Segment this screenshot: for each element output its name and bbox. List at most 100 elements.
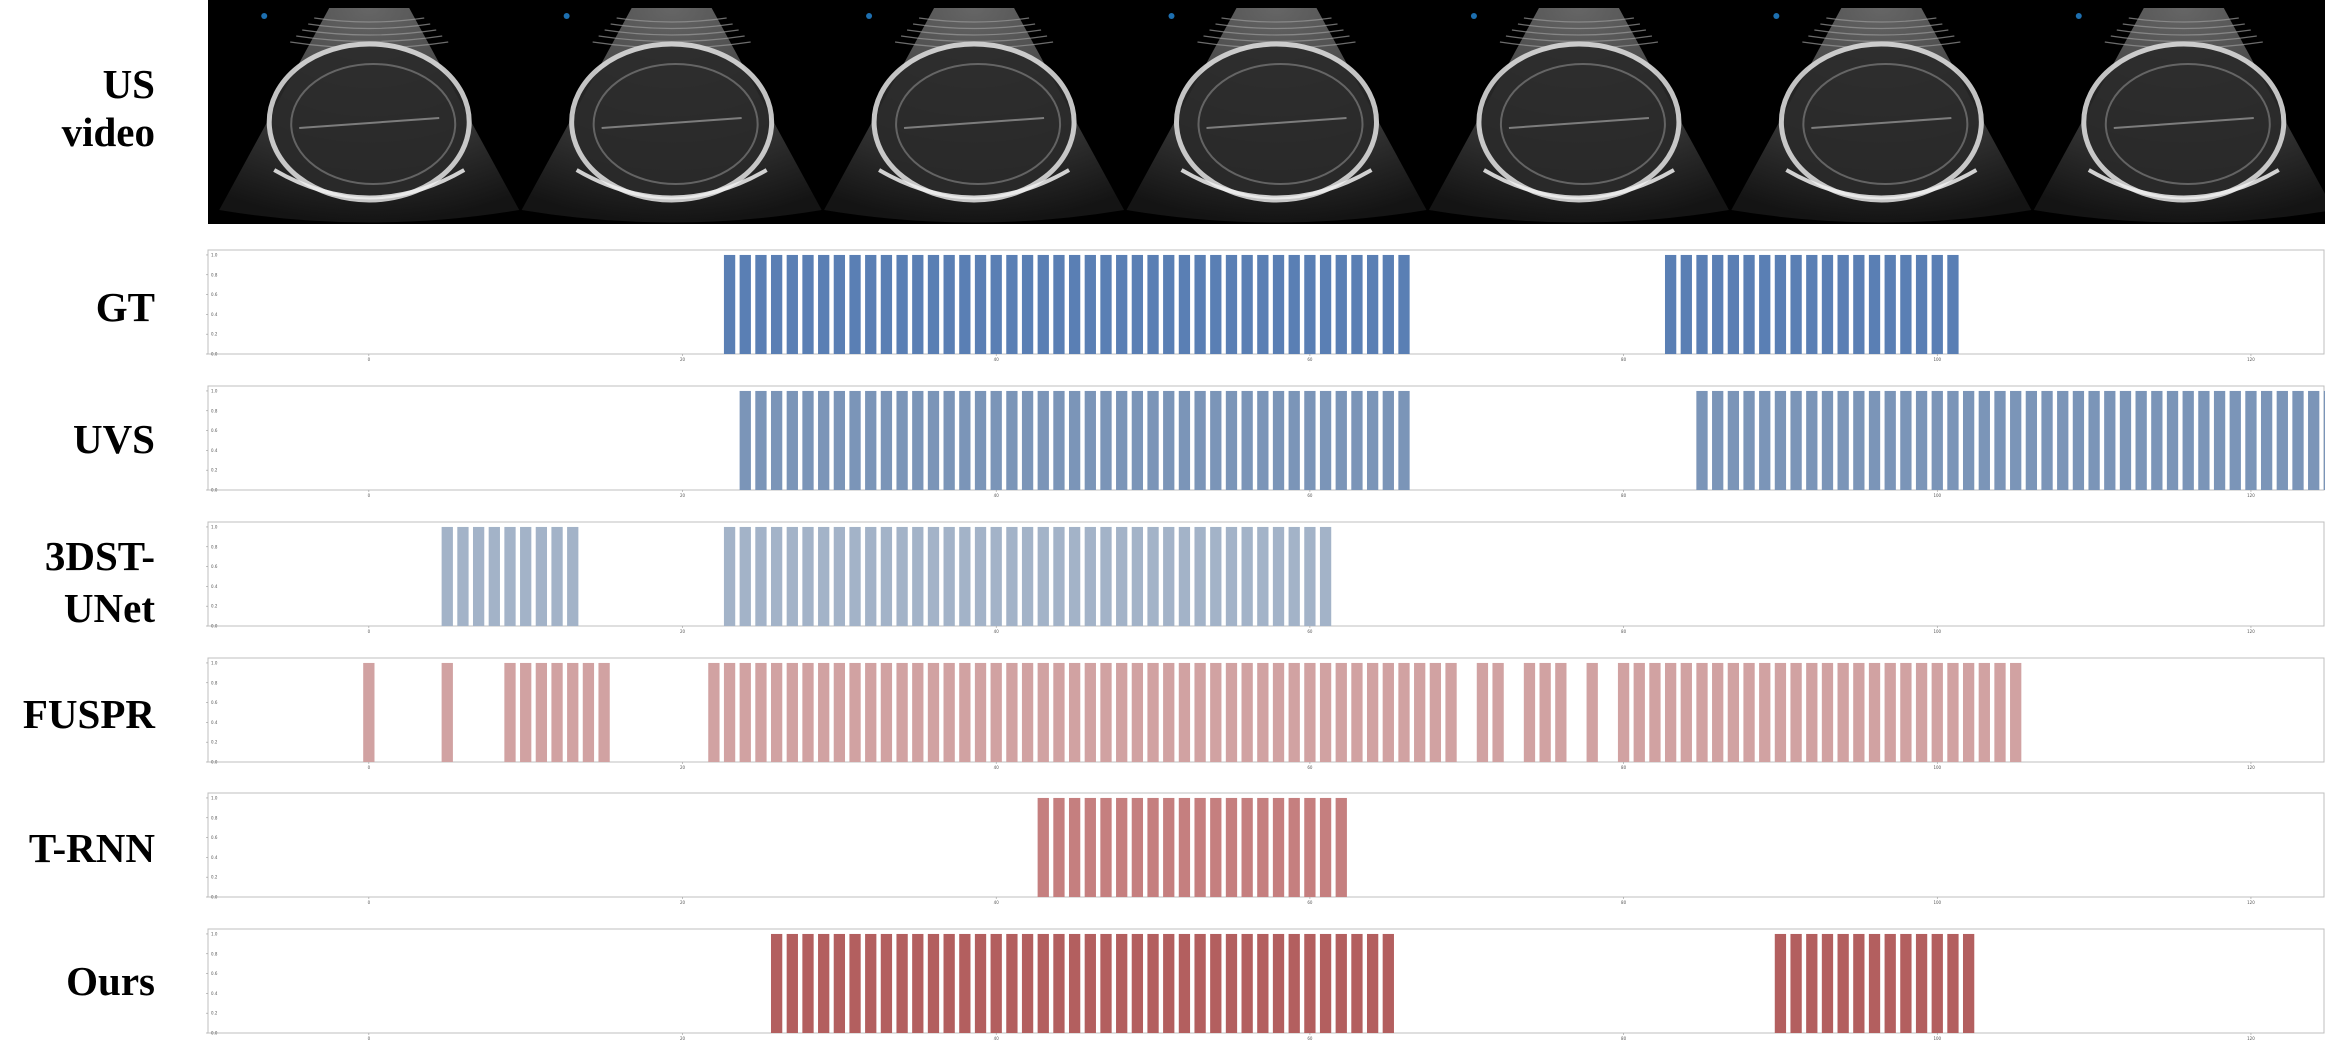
bar xyxy=(1319,662,1332,762)
bar xyxy=(1759,662,1771,762)
x-tick-label: 20 xyxy=(680,493,686,498)
bar xyxy=(833,254,846,354)
x-tick-label: 40 xyxy=(994,629,1000,634)
bar xyxy=(1194,797,1206,897)
bar xyxy=(1492,662,1504,762)
bar xyxy=(1994,662,2006,762)
bar xyxy=(865,526,877,626)
ultrasound-frame xyxy=(824,8,1125,223)
bar xyxy=(912,933,924,1033)
bar xyxy=(1774,254,1787,354)
bar xyxy=(849,662,861,762)
bar xyxy=(582,662,595,762)
bar xyxy=(927,526,940,626)
bar xyxy=(1853,390,1865,490)
bar xyxy=(1163,662,1175,762)
y-tick-label: 0.8 xyxy=(211,951,218,956)
bar xyxy=(1194,662,1206,762)
x-tick-label: 120 xyxy=(2247,900,2255,905)
bar xyxy=(1947,254,1959,354)
bar xyxy=(1100,390,1112,490)
bar xyxy=(1084,254,1096,354)
bar xyxy=(943,662,955,762)
bar xyxy=(2057,390,2069,490)
bar xyxy=(1100,254,1112,354)
bar xyxy=(1053,933,1065,1033)
bar xyxy=(1414,662,1426,762)
bar xyxy=(818,662,830,762)
bar xyxy=(1947,933,1959,1033)
bar xyxy=(1304,526,1316,626)
bar xyxy=(1006,254,1018,354)
bar xyxy=(723,254,736,354)
bar xyxy=(1178,390,1191,490)
x-tick-label: 80 xyxy=(1621,629,1627,634)
y-tick-label: 1.0 xyxy=(211,252,218,257)
x-tick-label: 100 xyxy=(1933,765,1941,770)
x-tick-label: 120 xyxy=(2247,357,2255,362)
bar xyxy=(1335,390,1347,490)
bar xyxy=(1178,662,1191,762)
bar xyxy=(1962,390,1975,490)
bar xyxy=(1194,526,1206,626)
x-tick-label: 80 xyxy=(1621,765,1627,770)
row-label-3dst-unet: 3DST- UNet xyxy=(0,530,155,634)
video-label-line1: US xyxy=(102,61,155,107)
bar xyxy=(2151,390,2163,490)
bar xyxy=(786,254,798,354)
bar xyxy=(1319,254,1332,354)
bar xyxy=(1821,662,1834,762)
bar xyxy=(1319,797,1332,897)
bar xyxy=(1100,526,1112,626)
bar xyxy=(959,933,971,1033)
bar xyxy=(1398,662,1410,762)
bar xyxy=(2041,390,2053,490)
bar xyxy=(457,526,469,626)
bar xyxy=(1806,662,1818,762)
bar xyxy=(880,662,893,762)
bar xyxy=(1053,797,1065,897)
bar xyxy=(1272,797,1285,897)
bar xyxy=(1366,933,1379,1033)
bar xyxy=(1131,390,1144,490)
bar xyxy=(363,662,375,762)
bar xyxy=(1241,254,1253,354)
y-tick-label: 0.6 xyxy=(211,700,218,705)
bar xyxy=(1523,662,1536,762)
bar xyxy=(865,933,877,1033)
bar xyxy=(1037,254,1049,354)
bar xyxy=(1272,390,1285,490)
bar xyxy=(1163,797,1175,897)
x-tick-label: 100 xyxy=(1933,357,1941,362)
bar xyxy=(2323,390,2325,490)
bar xyxy=(1304,390,1316,490)
bar xyxy=(1194,933,1206,1033)
bar xyxy=(1131,797,1144,897)
bar xyxy=(1288,254,1300,354)
bar xyxy=(865,390,877,490)
bar xyxy=(818,933,830,1033)
bar xyxy=(1116,526,1128,626)
bar xyxy=(1021,662,1034,762)
bar xyxy=(833,526,846,626)
bar xyxy=(802,526,814,626)
bar xyxy=(1178,797,1191,897)
bar xyxy=(1759,254,1771,354)
bar xyxy=(1288,390,1300,490)
bar xyxy=(1147,526,1159,626)
bar xyxy=(1445,662,1457,762)
bar xyxy=(1351,933,1363,1033)
bar xyxy=(912,390,924,490)
bar xyxy=(1664,662,1677,762)
bar xyxy=(974,390,987,490)
bar xyxy=(1821,254,1834,354)
bar xyxy=(1116,662,1128,762)
bar xyxy=(504,662,516,762)
bar xyxy=(755,254,767,354)
bar xyxy=(943,390,955,490)
bar xyxy=(2276,390,2288,490)
bar xyxy=(1131,526,1144,626)
bar xyxy=(1319,390,1332,490)
bar xyxy=(1210,933,1222,1033)
